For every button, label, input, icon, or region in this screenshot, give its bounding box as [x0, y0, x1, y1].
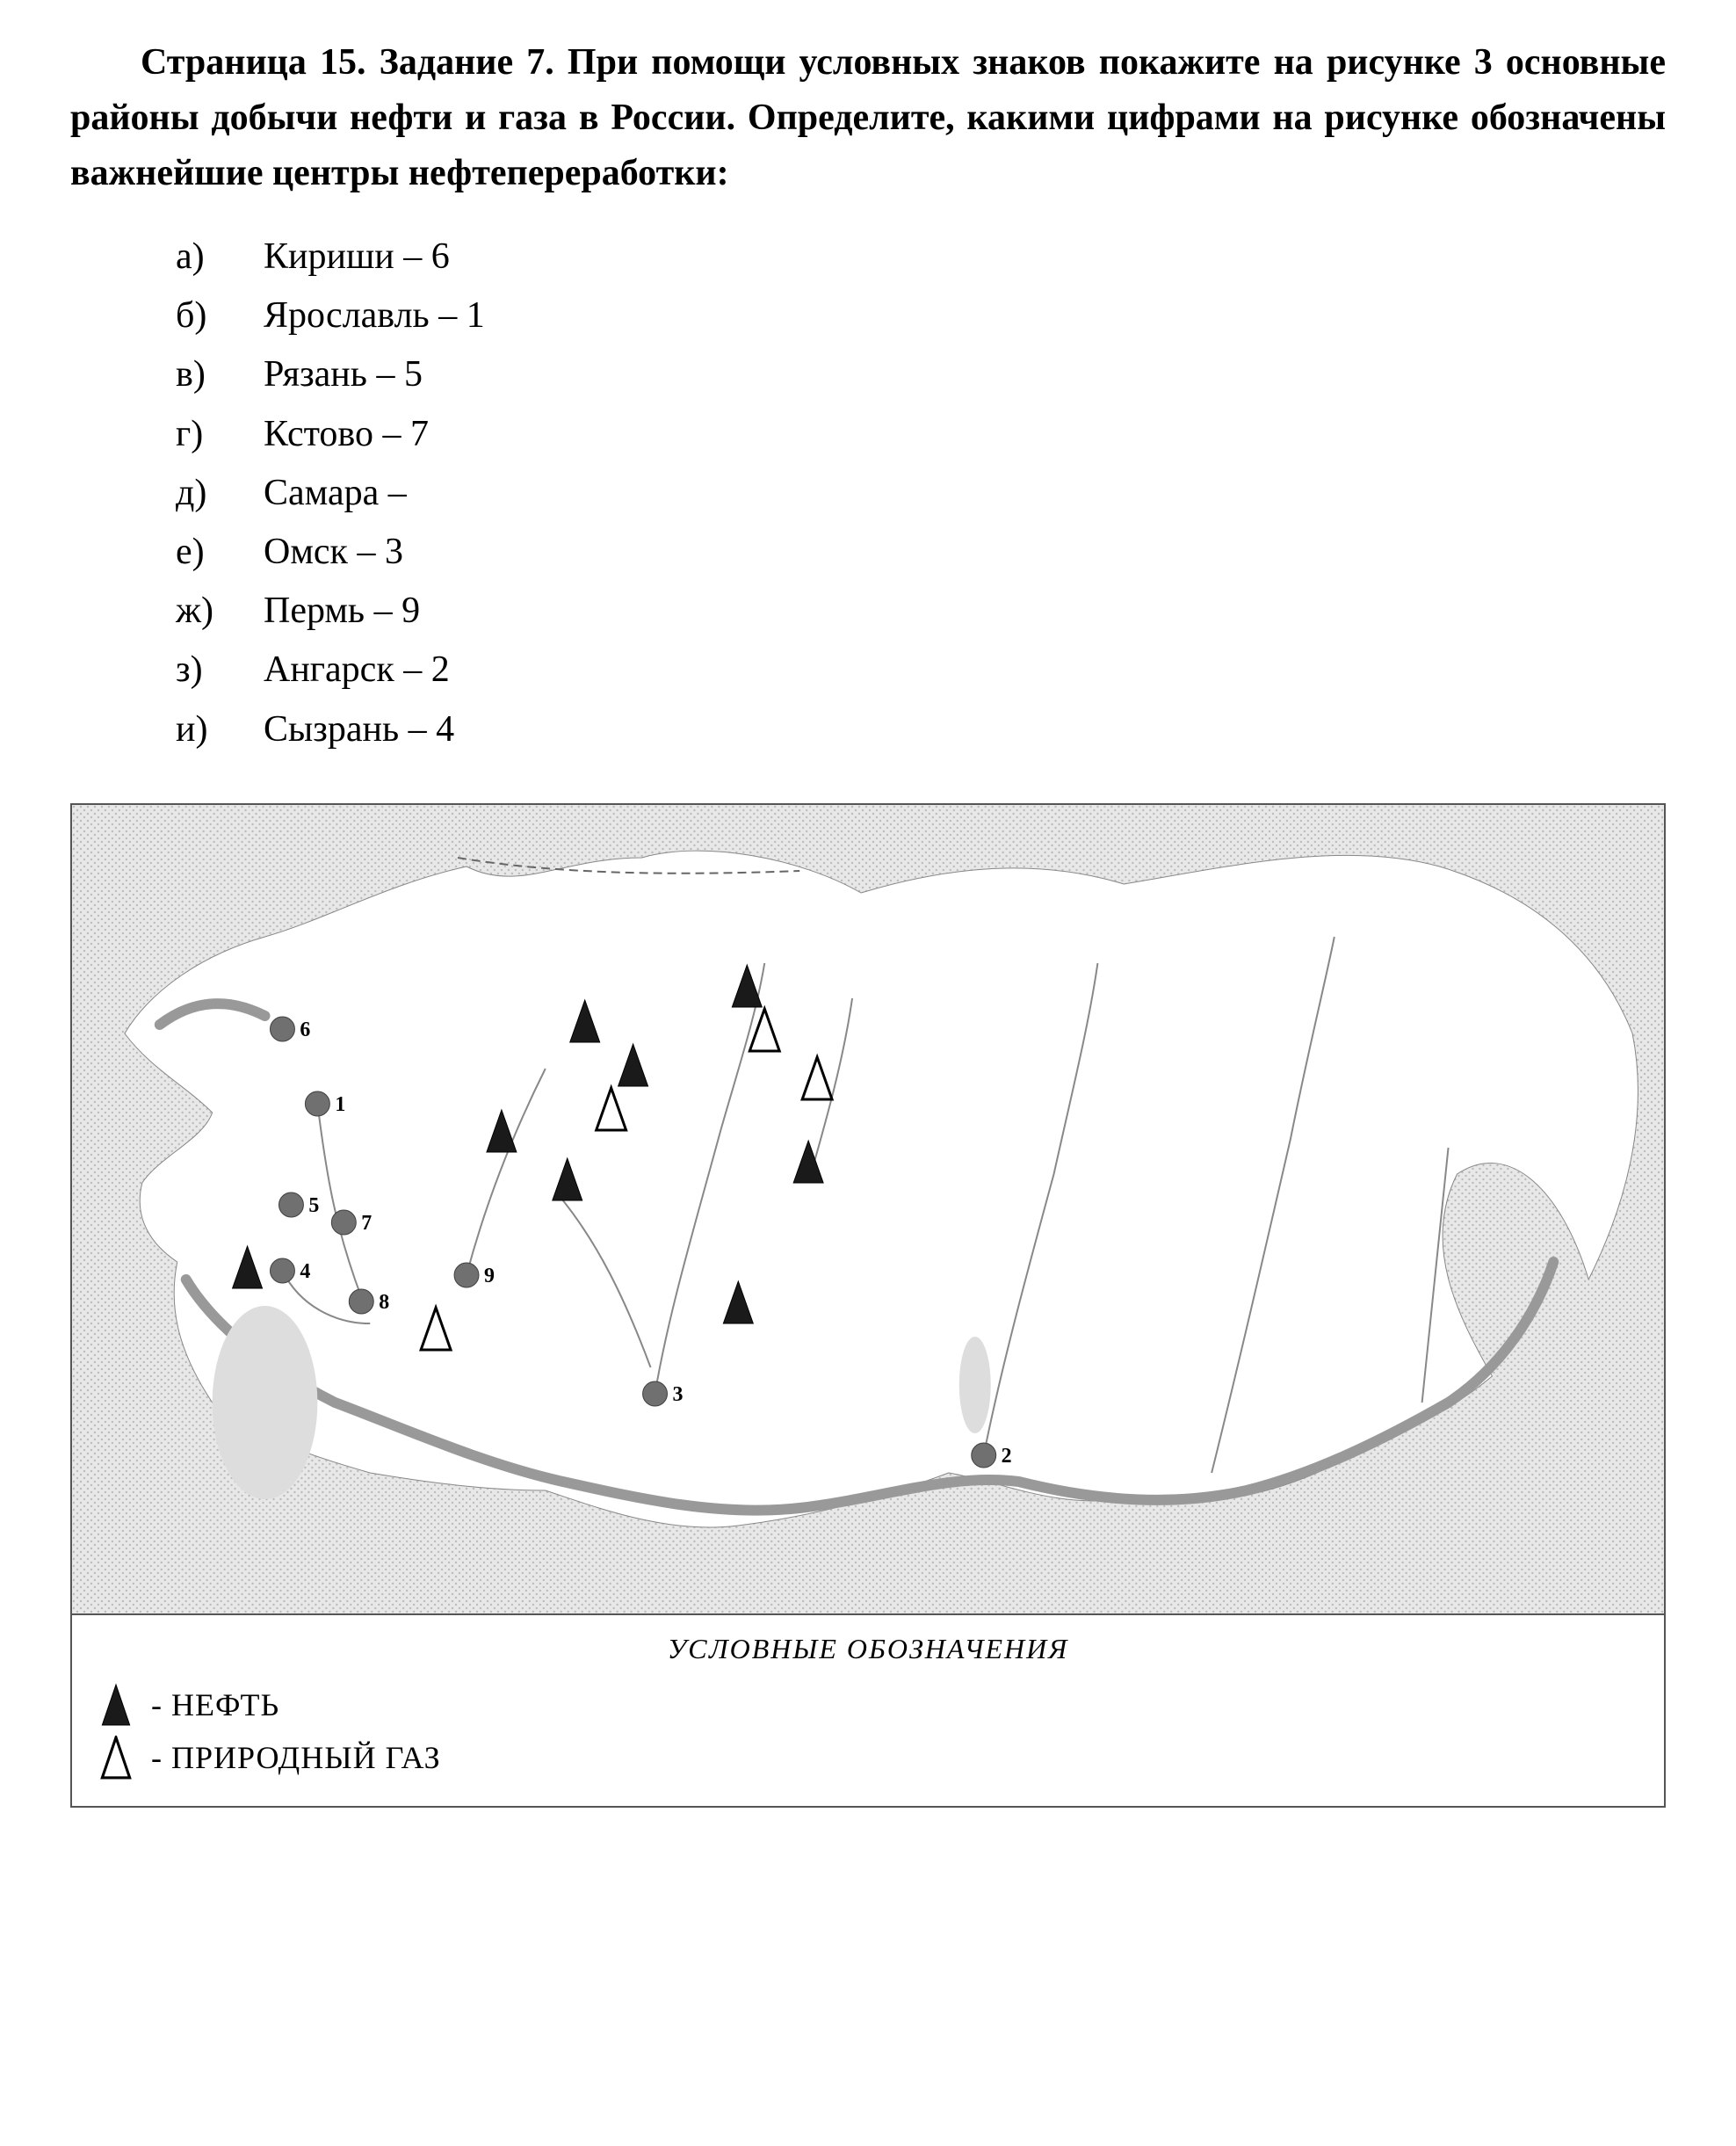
city-label-5: 5 [308, 1194, 319, 1217]
caspian-sea [213, 1306, 318, 1499]
answer-letter: в) [176, 345, 264, 404]
answer-item: б) Ярославль – 1 [176, 286, 1666, 345]
city-dot-1 [305, 1091, 329, 1116]
oil-triangle-icon [98, 1683, 134, 1727]
answer-item: г) Кстово – 7 [176, 405, 1666, 464]
russia-map: 6 1 5 7 4 8 9 3 2 [72, 805, 1664, 1613]
city-label-6: 6 [300, 1019, 310, 1041]
city-dot-9 [454, 1263, 479, 1287]
answer-text: Кириши – 6 [264, 228, 1666, 286]
city-dot-6 [271, 1017, 295, 1041]
city-dot-8 [349, 1289, 373, 1314]
answer-letter: з) [176, 641, 264, 700]
city-label-4: 4 [300, 1260, 310, 1283]
answer-letter: и) [176, 700, 264, 759]
city-dot-7 [331, 1210, 356, 1235]
answer-letter: ж) [176, 582, 264, 641]
answer-text: Кстово – 7 [264, 405, 1666, 464]
city-label-9: 9 [484, 1265, 495, 1287]
legend-item-gas: - ПРИРОДНЫЙ ГАЗ [98, 1736, 1638, 1780]
answer-item: ж) Пермь – 9 [176, 582, 1666, 641]
answer-list: а) Кириши – 6 б) Ярославль – 1 в) Рязань… [176, 228, 1666, 759]
answer-text: Рязань – 5 [264, 345, 1666, 404]
answer-letter: г) [176, 405, 264, 464]
answer-text: Ангарск – 2 [264, 641, 1666, 700]
answer-letter: е) [176, 523, 264, 582]
city-label-8: 8 [379, 1291, 389, 1314]
answer-text: Пермь – 9 [264, 582, 1666, 641]
city-label-3: 3 [672, 1383, 683, 1406]
legend-label: - ПРИРОДНЫЙ ГАЗ [151, 1739, 441, 1776]
city-label-1: 1 [335, 1093, 345, 1116]
legend: УСЛОВНЫЕ ОБОЗНАЧЕНИЯ - НЕФТЬ - ПРИРОДНЫЙ… [72, 1613, 1664, 1806]
answer-item: з) Ангарск – 2 [176, 641, 1666, 700]
answer-text: Сызрань – 4 [264, 700, 1666, 759]
legend-title: УСЛОВНЫЕ ОБОЗНАЧЕНИЯ [98, 1633, 1638, 1665]
lake-baikal [959, 1337, 991, 1433]
answer-item: е) Омск – 3 [176, 523, 1666, 582]
answer-text: Ярославль – 1 [264, 286, 1666, 345]
answer-item: а) Кириши – 6 [176, 228, 1666, 286]
legend-label: - НЕФТЬ [151, 1686, 279, 1723]
city-dot-3 [643, 1381, 668, 1406]
answer-text: Омск – 3 [264, 523, 1666, 582]
answer-item: и) Сызрань – 4 [176, 700, 1666, 759]
answer-letter: д) [176, 464, 264, 523]
gas-triangle-icon [98, 1736, 134, 1780]
city-dot-2 [972, 1443, 996, 1468]
city-dot-4 [271, 1258, 295, 1283]
city-label-7: 7 [361, 1212, 372, 1235]
answer-item: д) Самара – [176, 464, 1666, 523]
city-label-2: 2 [1002, 1445, 1012, 1468]
answer-letter: а) [176, 228, 264, 286]
answer-letter: б) [176, 286, 264, 345]
answer-item: в) Рязань – 5 [176, 345, 1666, 404]
map-container: 6 1 5 7 4 8 9 3 2 УСЛОВНЫЕ ОБОЗНАЧЕНИЯ - НЕФТЬ -… [70, 803, 1666, 1808]
legend-item-oil: - НЕФТЬ [98, 1683, 1638, 1727]
city-dot-5 [278, 1193, 303, 1217]
answer-text: Самара – [264, 464, 1666, 523]
task-header: Страница 15. Задание 7. При помощи услов… [70, 35, 1666, 201]
